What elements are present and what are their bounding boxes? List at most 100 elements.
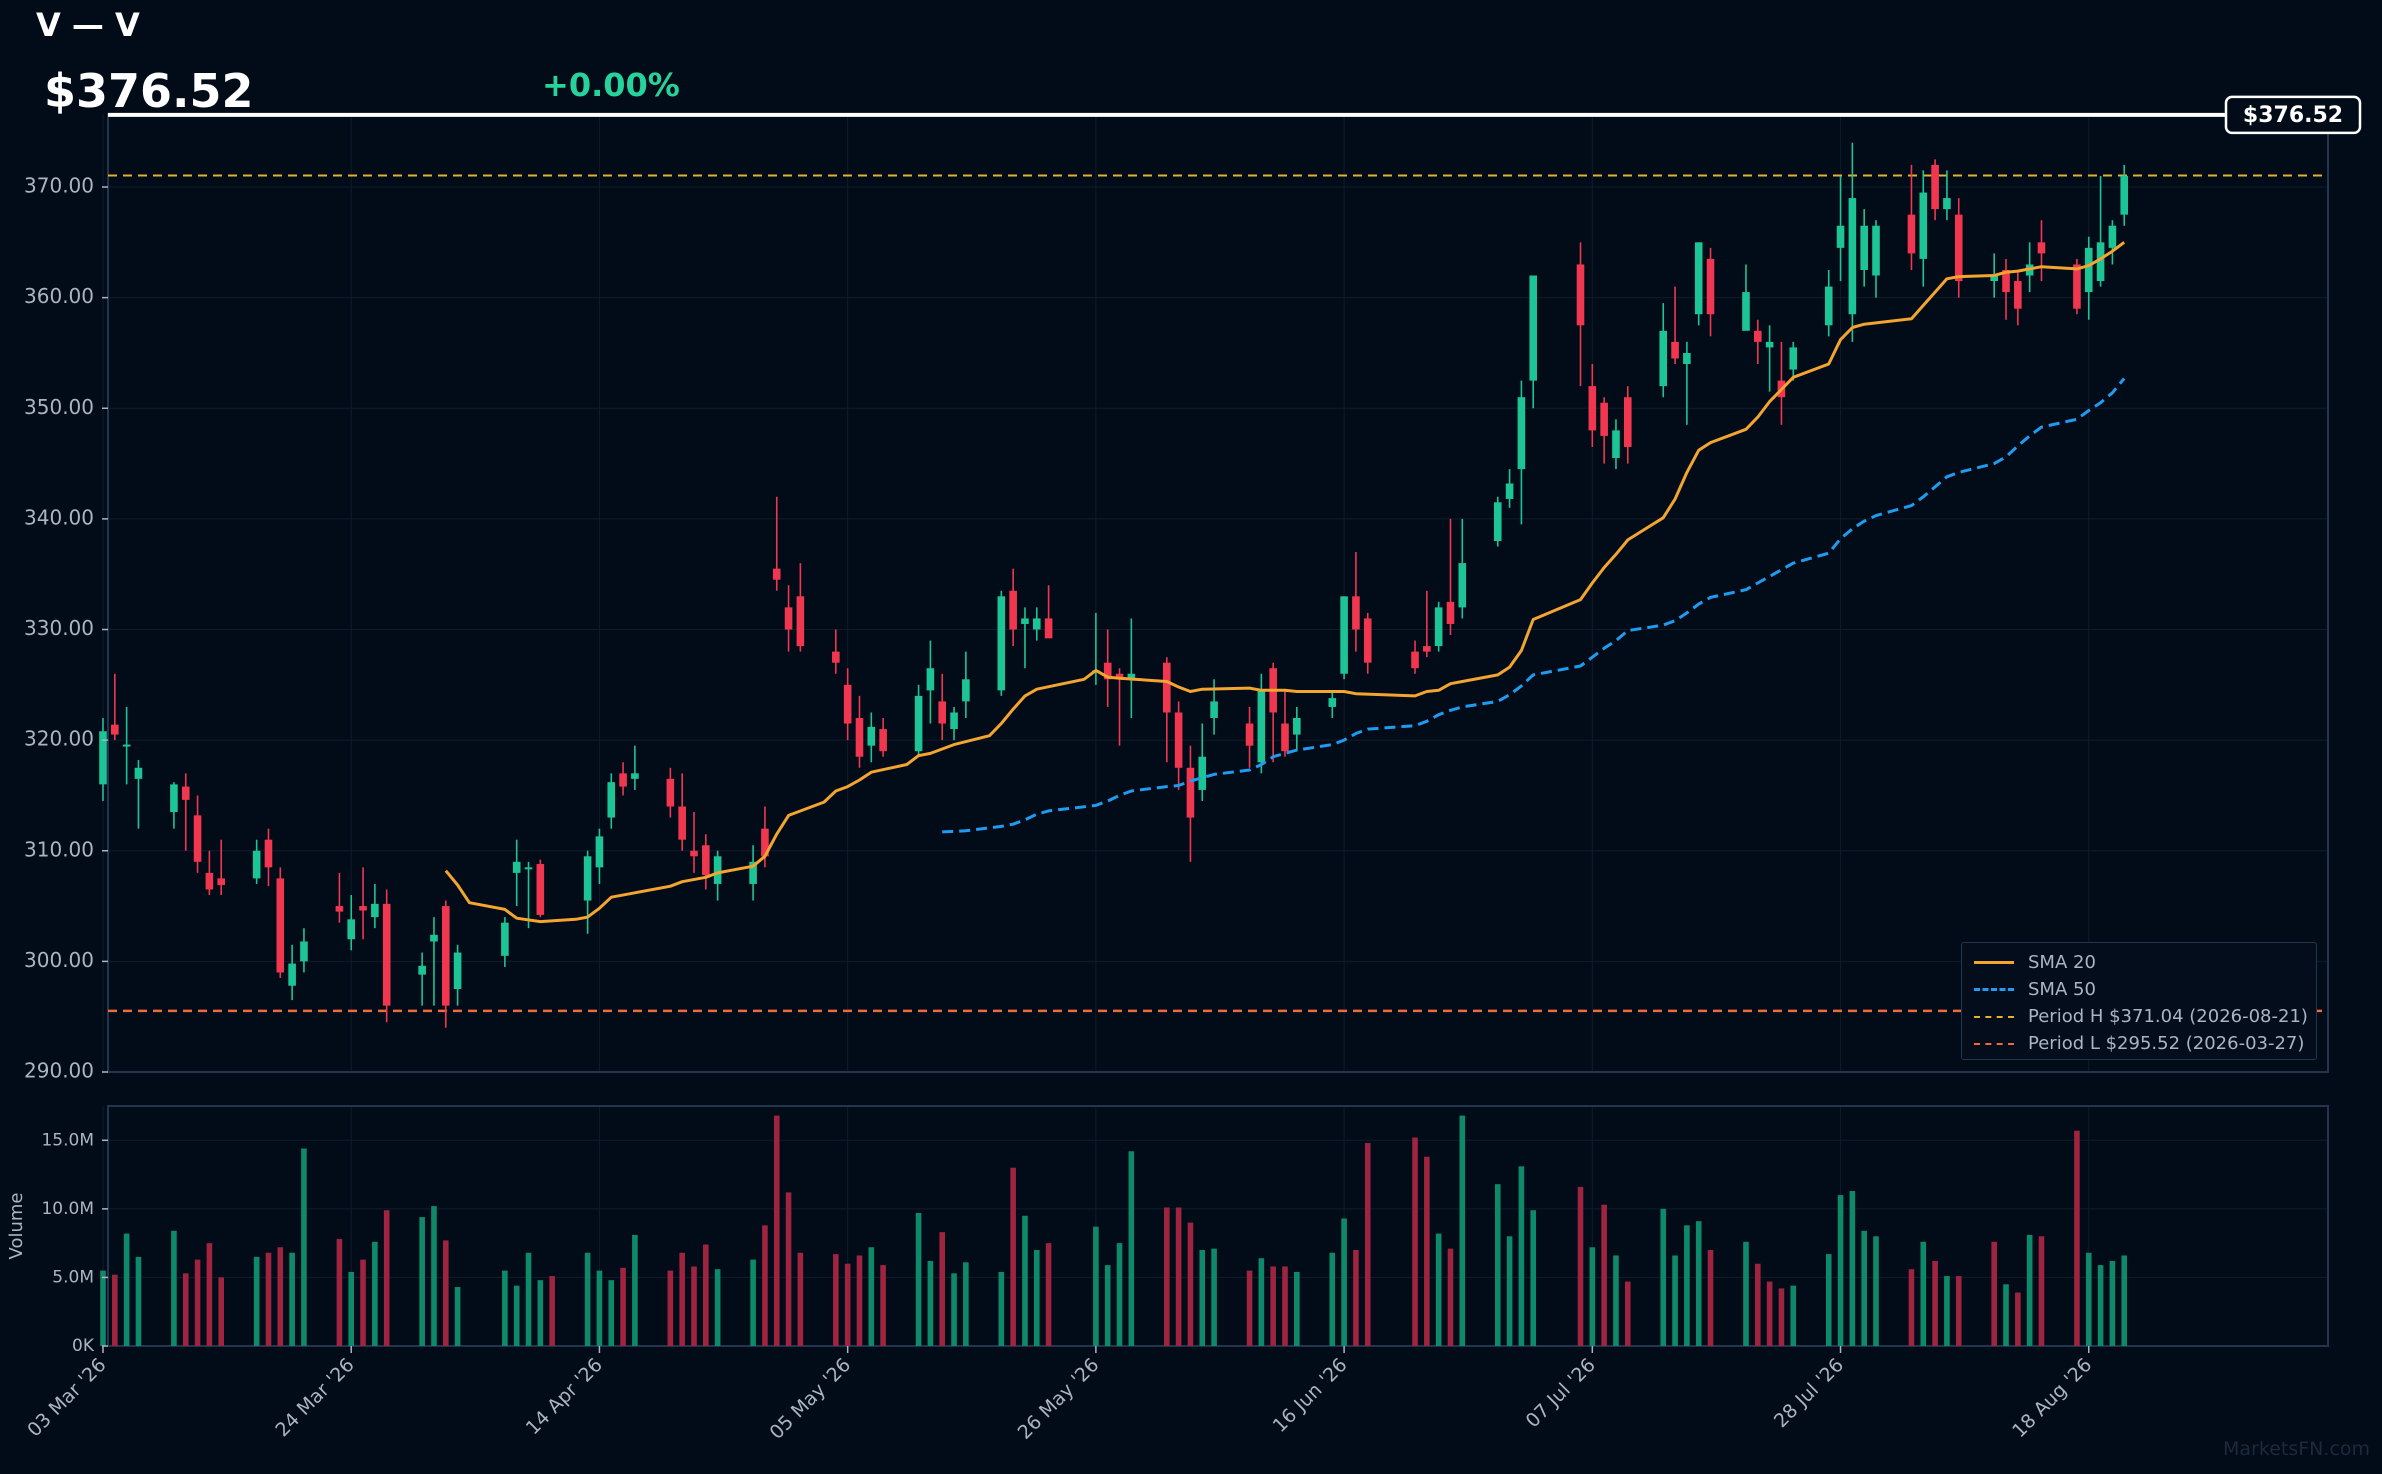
candle[interactable] [678, 773, 686, 851]
candle[interactable] [1198, 723, 1207, 801]
candle[interactable] [1600, 397, 1608, 464]
candle[interactable] [2108, 220, 2117, 265]
candle[interactable] [501, 917, 509, 967]
candle[interactable] [205, 850, 214, 896]
candle[interactable] [1434, 601, 1443, 652]
candle[interactable] [1458, 518, 1467, 619]
candle[interactable] [2014, 269, 2022, 326]
candle[interactable] [2084, 236, 2093, 320]
candle[interactable] [1352, 552, 1360, 652]
candle[interactable] [430, 917, 438, 1006]
candle[interactable] [879, 718, 887, 757]
candle[interactable] [524, 861, 533, 929]
candle[interactable] [1860, 209, 1868, 287]
candle[interactable] [1659, 303, 1668, 398]
candle[interactable] [749, 845, 757, 901]
candle[interactable] [796, 563, 805, 652]
candle[interactable] [1245, 706, 1254, 768]
candle[interactable] [1742, 264, 1750, 331]
candle[interactable] [1032, 607, 1041, 641]
candle[interactable] [832, 629, 840, 674]
candle[interactable] [300, 928, 308, 973]
candle[interactable] [926, 640, 935, 724]
candle[interactable] [2120, 164, 2129, 226]
candle[interactable] [1340, 596, 1348, 680]
candle[interactable] [441, 900, 450, 1028]
candle[interactable] [99, 718, 107, 801]
candle[interactable] [1174, 701, 1183, 790]
candle[interactable] [1163, 657, 1171, 763]
candle[interactable] [1021, 607, 1029, 669]
candle[interactable] [1824, 269, 1833, 337]
candle[interactable] [702, 834, 710, 890]
candle[interactable] [1493, 496, 1502, 547]
candle[interactable] [1765, 325, 1774, 392]
candle[interactable] [1836, 175, 1845, 282]
candle[interactable] [607, 773, 616, 829]
candle[interactable] [1009, 568, 1017, 647]
candle[interactable] [2096, 175, 2105, 287]
candle[interactable] [122, 706, 131, 785]
candle[interactable] [111, 673, 119, 741]
candle[interactable] [1954, 198, 1963, 298]
candle[interactable] [1683, 341, 1691, 425]
candle[interactable] [666, 767, 675, 818]
candle[interactable] [1612, 419, 1620, 470]
candle[interactable] [595, 828, 604, 884]
candle[interactable] [347, 895, 356, 951]
candle[interactable] [252, 839, 261, 884]
candle[interactable] [1115, 668, 1124, 746]
candle[interactable] [1127, 618, 1136, 719]
candle[interactable] [1907, 164, 1916, 270]
candle[interactable] [1848, 142, 1857, 342]
candle[interactable] [1269, 662, 1277, 763]
candle[interactable] [631, 745, 639, 790]
candle[interactable] [1872, 220, 1880, 298]
candle[interactable] [359, 867, 367, 940]
candle[interactable] [1706, 247, 1715, 337]
candle[interactable] [772, 496, 781, 591]
candle[interactable] [867, 712, 876, 763]
candle[interactable] [288, 944, 296, 1001]
candle[interactable] [1517, 380, 1526, 525]
candle[interactable] [1281, 690, 1289, 757]
candle[interactable] [784, 585, 793, 652]
candle[interactable] [1919, 170, 1928, 287]
candle[interactable] [950, 706, 958, 741]
candle[interactable] [1694, 242, 1703, 326]
candle[interactable] [690, 812, 698, 873]
candle[interactable] [1671, 286, 1679, 365]
candle[interactable] [583, 850, 592, 934]
candle[interactable] [843, 668, 852, 741]
candle[interactable] [1363, 612, 1372, 674]
candle[interactable] [536, 859, 545, 918]
candle[interactable] [1931, 159, 1939, 221]
candle[interactable] [1044, 585, 1053, 639]
candle[interactable] [382, 889, 391, 1023]
candle[interactable] [335, 872, 344, 923]
candle[interactable] [2037, 220, 2046, 282]
candles[interactable] [99, 142, 2129, 1028]
candle[interactable] [938, 673, 947, 741]
candle[interactable] [1186, 745, 1195, 862]
candle[interactable] [512, 839, 521, 907]
candle[interactable] [1505, 469, 1514, 508]
candle[interactable] [1423, 590, 1431, 658]
candle[interactable] [276, 867, 285, 978]
candle[interactable] [2002, 258, 2010, 320]
candle[interactable] [1943, 170, 1951, 221]
candle[interactable] [713, 850, 722, 901]
candle[interactable] [1623, 386, 1632, 464]
candle[interactable] [453, 944, 462, 1006]
candle[interactable] [1328, 690, 1337, 719]
candle[interactable] [962, 651, 970, 719]
candle[interactable] [264, 828, 273, 887]
candle[interactable] [170, 782, 178, 829]
candle[interactable] [371, 883, 379, 929]
candle[interactable] [1446, 518, 1455, 636]
candle[interactable] [1576, 242, 1585, 387]
candle[interactable] [181, 773, 190, 851]
candle[interactable] [134, 760, 143, 829]
candle[interactable] [1529, 275, 1538, 409]
candle[interactable] [418, 952, 426, 1006]
